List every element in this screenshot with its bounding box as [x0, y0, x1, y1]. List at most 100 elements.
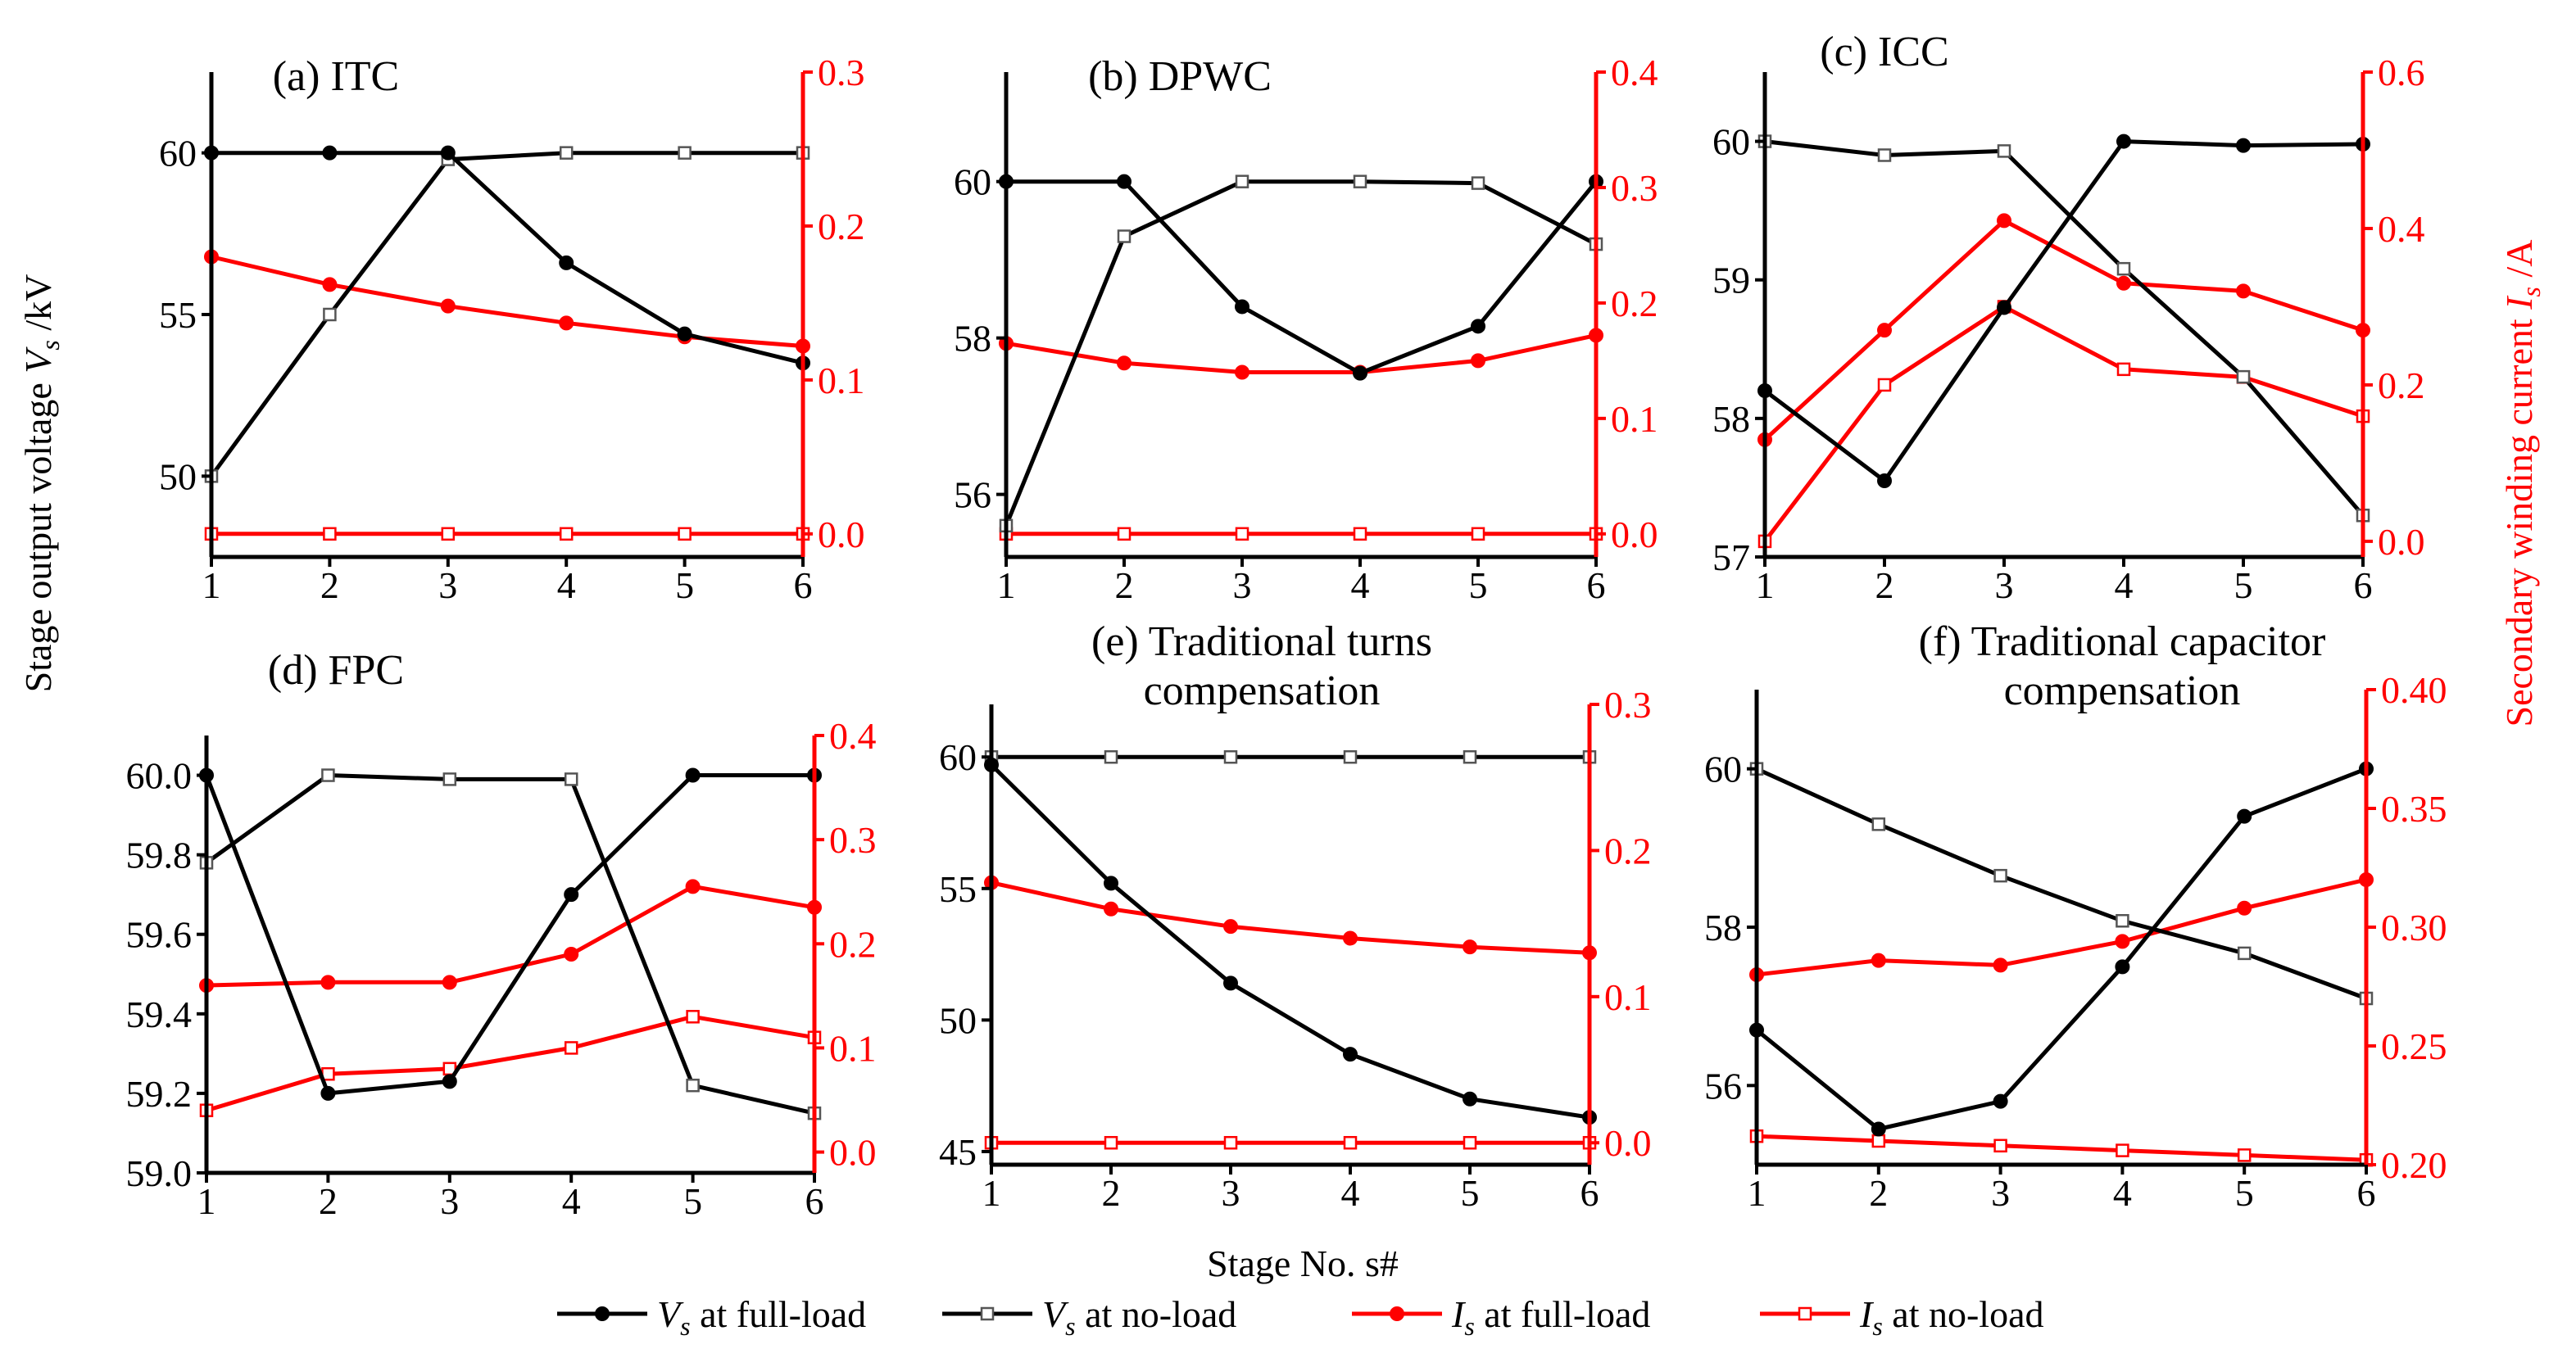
series-is-at-no-load: [999, 527, 1603, 541]
legend-sub: s: [1464, 1311, 1474, 1341]
x-tick-label: 6: [805, 1180, 824, 1222]
panel-title: (b) DPWC: [1088, 53, 1272, 100]
series-line: [1004, 179, 1598, 527]
series-line: [206, 1014, 815, 1113]
left-tick-label: 59: [1712, 260, 1750, 301]
x-tick-label: 2: [320, 564, 339, 606]
series-line: [1756, 1134, 2367, 1162]
x-tick-label: 2: [1875, 564, 1894, 606]
data-point: [1117, 355, 1132, 371]
data-point: [685, 767, 701, 783]
data-point: [1871, 1134, 1886, 1148]
data-point: [1223, 975, 1238, 991]
panel-1: 50 55 60 0.0 0.1 0.2 0.3 1 2 3 4 5 6 (a) ITC: [159, 52, 865, 606]
data-point: [2116, 275, 2131, 291]
data-point: [559, 255, 574, 270]
left-tick-label: 55: [939, 868, 977, 910]
series-is-at-full-load: [199, 879, 822, 994]
left-tick-label: 50: [159, 455, 197, 497]
data-point: [441, 527, 456, 541]
data-point: [320, 975, 336, 990]
right-tick-label: 0.1: [1611, 398, 1658, 440]
series-line: [990, 763, 1590, 1120]
right-tick-label: 0.40: [2381, 669, 2447, 711]
left-tick-label: 57: [1712, 536, 1750, 578]
x-tick-label: 1: [202, 564, 221, 606]
data-point: [442, 975, 457, 990]
data-point: [678, 146, 692, 160]
data-point: [559, 315, 574, 331]
series-line: [991, 880, 1590, 955]
data-point: [1993, 957, 2008, 973]
panel-4: 59.0 59.2 59.4 59.6 59.8 60.0 0.0 0.1 0.2 0.3 0.4 1…: [126, 647, 877, 1222]
x-tick-label: 4: [562, 1180, 581, 1222]
global-ylabel-right-var: I: [2498, 295, 2540, 310]
right-tick-label: 0.3: [1604, 684, 1652, 726]
series-line: [1763, 218, 2364, 441]
legend-entry-3: Is at full-load: [1352, 1293, 1650, 1341]
data-point: [1343, 749, 1358, 764]
data-point: [686, 1078, 700, 1093]
data-point: [1235, 527, 1249, 541]
panel-title: compensation: [1144, 668, 1381, 714]
data-point: [1993, 1093, 2008, 1109]
legend-label: Vs at full-load: [657, 1293, 866, 1341]
data-point: [1463, 939, 1477, 955]
data-point: [1235, 364, 1249, 380]
data-point: [2116, 362, 2131, 377]
legend: Vs at full-load Vs at no-load Is at full-l…: [557, 1293, 2044, 1341]
x-tick-label: 3: [1222, 1172, 1240, 1214]
data-point: [564, 1041, 578, 1055]
x-tick-label: 5: [2234, 564, 2253, 606]
data-point: [685, 879, 701, 894]
right-tick-label: 0.0: [829, 1132, 877, 1174]
series-vs-at-no-load: [1757, 134, 2370, 523]
data-point: [1117, 527, 1132, 541]
data-point: [323, 527, 337, 541]
series-line: [1006, 179, 1598, 376]
x-tick-label: 4: [2115, 564, 2134, 606]
data-point: [1877, 473, 1892, 488]
left-tick-label: 45: [939, 1131, 977, 1173]
series-vs-at-no-load: [199, 768, 822, 1120]
global-ylabel-right: Secondary winding current Is /A: [2498, 240, 2546, 727]
data-point: [1117, 229, 1132, 243]
data-point: [1463, 1135, 1477, 1150]
x-tick-label: 1: [982, 1172, 1001, 1214]
data-point: [321, 768, 335, 782]
series-vs-at-full-load: [999, 174, 1603, 381]
right-tick-label: 0.4: [1611, 52, 1658, 93]
right-tick-label: 0.3: [1611, 167, 1658, 209]
data-point: [1353, 527, 1367, 541]
series-line: [1005, 333, 1597, 374]
x-tick-label: 2: [319, 1180, 338, 1222]
series-is-at-full-load: [1749, 872, 2374, 982]
left-tick-label: 56: [1704, 1065, 1742, 1107]
left-tick-label: 60: [954, 161, 991, 203]
legend-sub: s: [1872, 1311, 1882, 1341]
legend-entry-4: Is at no-load: [1760, 1293, 2044, 1341]
legend-sub: s: [680, 1311, 690, 1341]
series-is-at-no-load: [199, 1010, 822, 1117]
data-point: [2115, 934, 2130, 949]
series-is-at-no-load: [984, 1135, 1597, 1150]
series-is-at-full-load: [204, 249, 810, 354]
right-tick-label: 0.0: [818, 514, 865, 555]
left-tick-label: 59.6: [126, 914, 193, 956]
x-tick-label: 1: [197, 1180, 216, 1222]
data-point: [1104, 901, 1118, 917]
data-point: [1471, 319, 1485, 334]
data-point: [1343, 1047, 1358, 1062]
global-ylabel-left-text: Stage output voltage: [17, 373, 59, 693]
data-point: [2237, 1148, 2252, 1162]
right-tick-label: 0.0: [2378, 521, 2425, 563]
left-tick-label: 58: [1712, 398, 1750, 440]
right-tick-label: 0.25: [2381, 1025, 2447, 1067]
x-tick-label: 5: [675, 564, 694, 606]
panel-title: compensation: [2004, 668, 2241, 714]
global-ylabel-right-unit: /A: [2498, 240, 2540, 287]
left-tick-label: 60: [159, 133, 197, 174]
global-ylabel-left-var: V: [17, 346, 59, 373]
